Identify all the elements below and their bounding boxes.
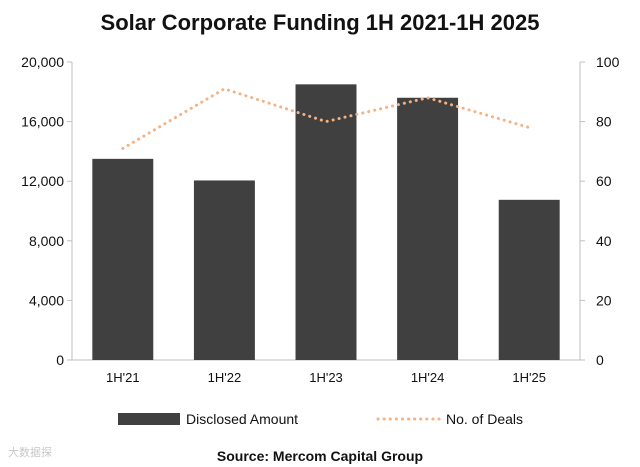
bar	[92, 158, 154, 360]
source-note: Source: Mercom Capital Group	[216, 448, 424, 464]
bar	[193, 180, 255, 360]
y-left-tick-label: 8,000	[29, 233, 64, 249]
bar	[397, 97, 459, 360]
deals-line	[121, 87, 531, 150]
legend-label-bar: Disclosed Amount	[186, 411, 298, 427]
bar	[498, 199, 560, 360]
y-left-tick-label: 4,000	[29, 292, 64, 308]
y-right-tick-label: 40	[596, 233, 612, 249]
legend-swatch-bar	[118, 413, 180, 425]
y-left-tick-label: 16,000	[21, 114, 64, 130]
x-tick-label: 1H'23	[309, 370, 343, 385]
legend-label-line: No. of Deals	[446, 411, 523, 427]
y-right-tick-label: 100	[596, 54, 620, 70]
watermark: 大数据探	[8, 447, 52, 459]
x-tick-label: 1H'25	[512, 370, 546, 385]
y-right-tick-label: 60	[596, 173, 612, 189]
y-right-tick-label: 80	[596, 114, 612, 130]
chart-title: Solar Corporate Funding 1H 2021-1H 2025	[100, 10, 540, 35]
y-left-tick-label: 20,000	[21, 54, 64, 70]
y-right-tick-label: 0	[596, 352, 604, 368]
y-right-tick-label: 20	[596, 292, 612, 308]
bar	[295, 84, 357, 360]
x-tick-label: 1H'21	[106, 370, 140, 385]
x-tick-label: 1H'24	[411, 370, 445, 385]
x-tick-label: 1H'22	[208, 370, 242, 385]
y-left-tick-label: 0	[56, 352, 64, 368]
y-left-tick-label: 12,000	[21, 173, 64, 189]
